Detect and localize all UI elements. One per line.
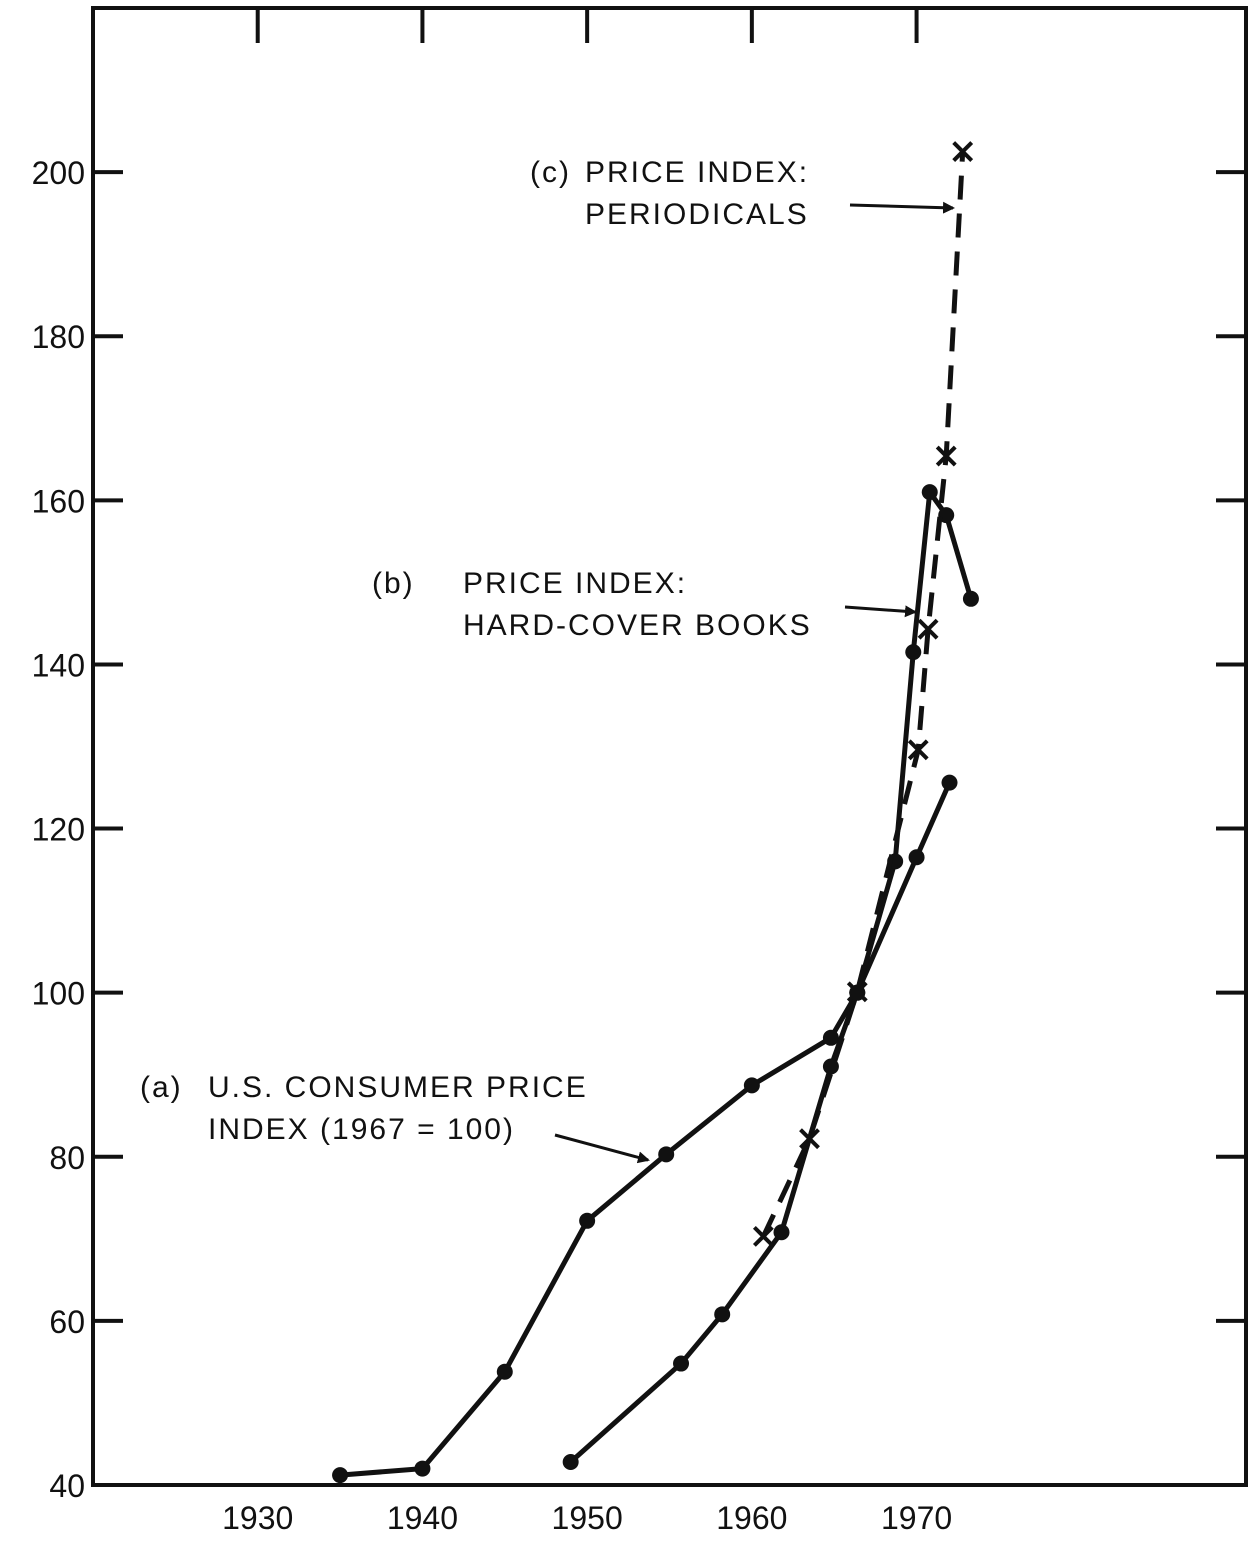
annotation-text: HARD-COVER BOOKS bbox=[463, 609, 812, 642]
dot-marker bbox=[579, 1212, 596, 1229]
annotation-label: (a) bbox=[140, 1071, 183, 1104]
annotation-text: INDEX (1967 = 100) bbox=[208, 1113, 515, 1146]
y-tick-label: 60 bbox=[49, 1304, 85, 1340]
dot-marker bbox=[773, 1224, 790, 1241]
x-tick-label: 1950 bbox=[552, 1500, 623, 1536]
y-tick-label: 80 bbox=[49, 1140, 85, 1176]
x-tick-label: 1970 bbox=[881, 1500, 952, 1536]
arrow bbox=[554, 1133, 650, 1164]
dot-marker bbox=[908, 849, 925, 866]
arrow bbox=[844, 605, 917, 618]
dot-marker bbox=[921, 484, 938, 501]
dot-marker bbox=[658, 1146, 675, 1163]
x-tick-label: 1930 bbox=[222, 1500, 293, 1536]
x-marker bbox=[917, 618, 939, 640]
y-tick-label: 160 bbox=[32, 483, 85, 519]
dot-marker bbox=[496, 1363, 513, 1380]
annotation-text: PRICE INDEX: bbox=[585, 156, 809, 189]
dot-marker bbox=[822, 1029, 839, 1046]
dot-marker bbox=[562, 1454, 579, 1471]
arrow bbox=[849, 201, 955, 214]
series-line bbox=[761, 151, 966, 1238]
plot-frame bbox=[91, 6, 1248, 1487]
x-marker bbox=[799, 1128, 820, 1150]
x-tick-label: 1960 bbox=[716, 1500, 787, 1536]
dot-marker bbox=[938, 507, 955, 524]
dot-marker bbox=[414, 1460, 431, 1477]
x-marker bbox=[935, 445, 957, 467]
annotation-label: (b) bbox=[372, 567, 415, 600]
y-tick-label: 120 bbox=[32, 812, 85, 848]
y-tick-label: 140 bbox=[32, 647, 85, 683]
y-tick-label: 200 bbox=[32, 155, 85, 191]
x-tick-label: 1940 bbox=[387, 1500, 458, 1536]
annotation-label: (c) bbox=[530, 156, 571, 189]
x-marker bbox=[952, 141, 974, 163]
annotation-text: U.S. CONSUMER PRICE bbox=[208, 1071, 588, 1104]
y-tick-label: 40 bbox=[49, 1468, 85, 1504]
annotation-text: PERIODICALS bbox=[585, 198, 809, 231]
dot-marker bbox=[714, 1306, 731, 1323]
dot-marker bbox=[743, 1077, 760, 1094]
dot-marker bbox=[941, 774, 958, 791]
dot-marker bbox=[962, 590, 979, 607]
annotation-text: PRICE INDEX: bbox=[463, 567, 687, 600]
series-line bbox=[339, 781, 952, 1478]
y-tick-label: 180 bbox=[32, 319, 85, 355]
x-marker bbox=[846, 981, 868, 1003]
dot-marker bbox=[332, 1467, 349, 1484]
x-marker bbox=[752, 1225, 774, 1247]
dot-marker bbox=[673, 1355, 690, 1372]
y-tick-label: 100 bbox=[32, 976, 85, 1012]
dot-marker bbox=[905, 644, 922, 661]
x-marker bbox=[907, 739, 929, 761]
dot-marker bbox=[822, 1058, 839, 1075]
